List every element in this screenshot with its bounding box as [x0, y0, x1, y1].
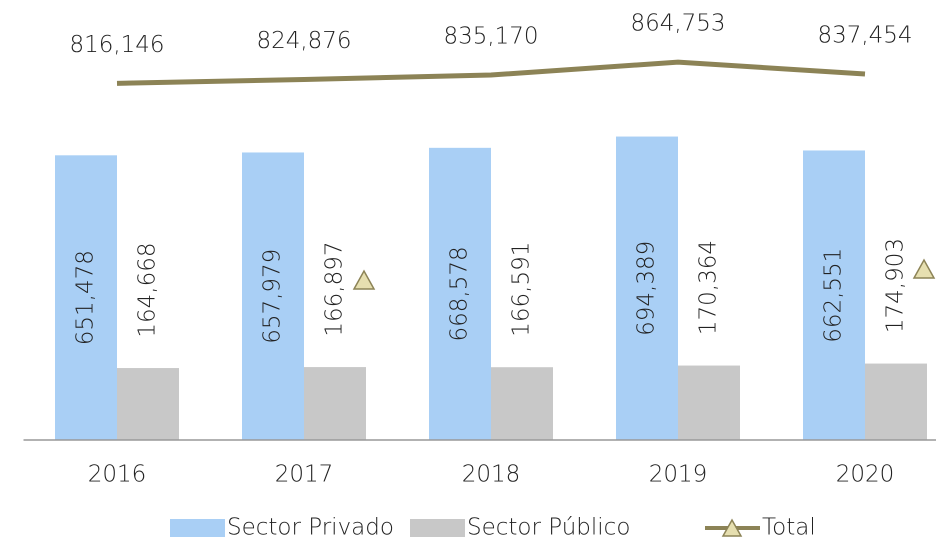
marker-decoration — [352, 269, 376, 290]
data-label: 662,551 — [821, 248, 847, 343]
data-label: 651,478 — [73, 250, 99, 345]
legend-swatch — [170, 519, 225, 537]
line — [116, 59, 866, 86]
bar — [803, 150, 865, 440]
data-label: 837,454 — [817, 23, 912, 49]
data-label: 824,876 — [256, 28, 351, 54]
data-label: 835,170 — [443, 24, 538, 50]
legend-label: Sector Privado — [227, 515, 394, 541]
data-label: 657,979 — [260, 249, 286, 344]
x-tick-label: 2018 — [462, 462, 521, 488]
bar — [55, 155, 117, 440]
data-label: 164,668 — [135, 242, 161, 337]
x-tick-label: 2020 — [836, 462, 895, 488]
x-tick-label: 2019 — [649, 462, 708, 488]
x-tick-label: 2016 — [88, 462, 147, 488]
legend-label: Sector Público — [467, 515, 630, 541]
data-label: 816,146 — [69, 32, 164, 58]
bar — [242, 152, 304, 440]
bar — [616, 136, 678, 440]
bar — [865, 363, 927, 440]
marker-decoration — [912, 258, 936, 279]
data-label: 166,591 — [509, 242, 535, 337]
data-label: 864,753 — [630, 11, 725, 37]
data-label: 694,389 — [634, 241, 660, 336]
bar — [491, 367, 553, 440]
data-label: 170,364 — [696, 240, 722, 335]
bar — [304, 367, 366, 440]
bar — [678, 365, 740, 440]
data-label: 668,578 — [447, 246, 473, 341]
x-tick-label: 2017 — [275, 462, 334, 488]
legend-label: Total — [762, 515, 816, 541]
bar — [117, 368, 179, 440]
legend-marker — [721, 518, 743, 537]
data-label: 174,903 — [883, 238, 909, 333]
bar — [429, 147, 491, 440]
data-label: 166,897 — [322, 242, 348, 337]
legend-swatch — [410, 519, 465, 537]
